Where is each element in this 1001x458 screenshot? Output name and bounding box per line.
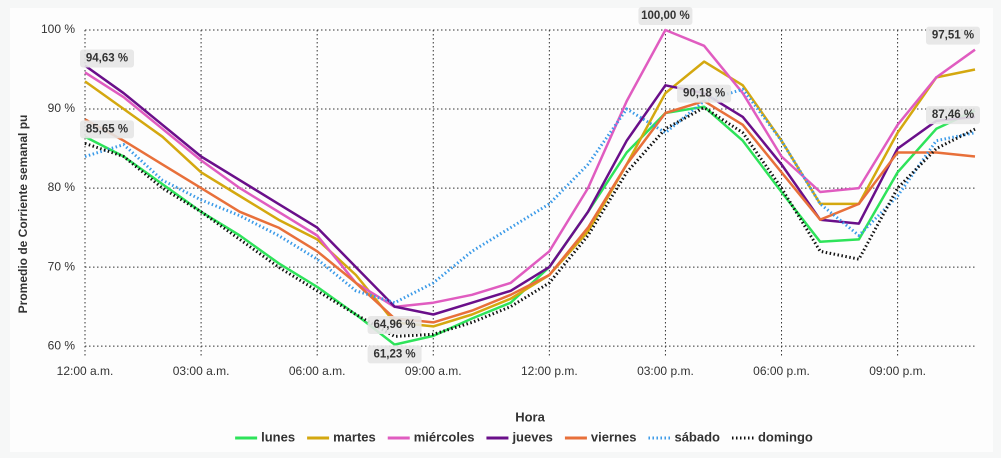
data-label: 64,96 % — [368, 316, 422, 334]
legend-label: lunes — [261, 429, 295, 444]
data-label-text: 61,23 % — [373, 348, 415, 360]
data-label: 100,00 % — [638, 7, 692, 25]
panel — [10, 8, 993, 452]
legend-label: martes — [333, 429, 376, 444]
data-label: 87,46 % — [926, 106, 980, 124]
y-axis-label: Promedio de Corriente semanal pu — [16, 115, 30, 314]
data-label: 85,65 % — [80, 120, 134, 138]
legend-label: sábado — [674, 429, 720, 444]
x-axis-label: Hora — [515, 409, 545, 424]
chart: Promedio de Corriente semanal pu Hora 60… — [0, 0, 1001, 458]
x-tick-label: 12:00 a.m. — [57, 364, 114, 378]
y-tick-label: 60 % — [48, 338, 76, 352]
data-label: 61,23 % — [368, 345, 422, 363]
x-tick-label: 09:00 a.m. — [405, 364, 462, 378]
legend-label: miércoles — [414, 429, 475, 444]
y-tick-label: 100 % — [41, 22, 75, 36]
legend-label: jueves — [511, 429, 552, 444]
data-label-text: 94,63 % — [86, 52, 128, 64]
data-label-text: 90,18 % — [683, 88, 725, 100]
y-tick-label: 80 % — [48, 180, 76, 194]
y-tick-label: 90 % — [48, 101, 76, 115]
x-tick-label: 06:00 p.m. — [753, 364, 810, 378]
legend-label: domingo — [758, 429, 813, 444]
data-label: 90,18 % — [677, 85, 731, 103]
data-label: 97,51 % — [926, 27, 980, 45]
x-tick-label: 03:00 a.m. — [173, 364, 230, 378]
x-tick-label: 09:00 p.m. — [869, 364, 926, 378]
data-label-text: 97,51 % — [932, 30, 974, 42]
data-label-text: 85,65 % — [86, 123, 128, 135]
data-label: 94,63 % — [80, 49, 134, 67]
x-tick-label: 06:00 a.m. — [289, 364, 346, 378]
data-label-text: 64,96 % — [373, 319, 415, 331]
y-tick-label: 70 % — [48, 259, 76, 273]
data-label-text: 100,00 % — [641, 10, 690, 22]
x-tick-label: 12:00 p.m. — [521, 364, 578, 378]
data-label-text: 87,46 % — [932, 109, 974, 121]
x-tick-label: 03:00 p.m. — [637, 364, 694, 378]
legend-label: viernes — [591, 429, 637, 444]
